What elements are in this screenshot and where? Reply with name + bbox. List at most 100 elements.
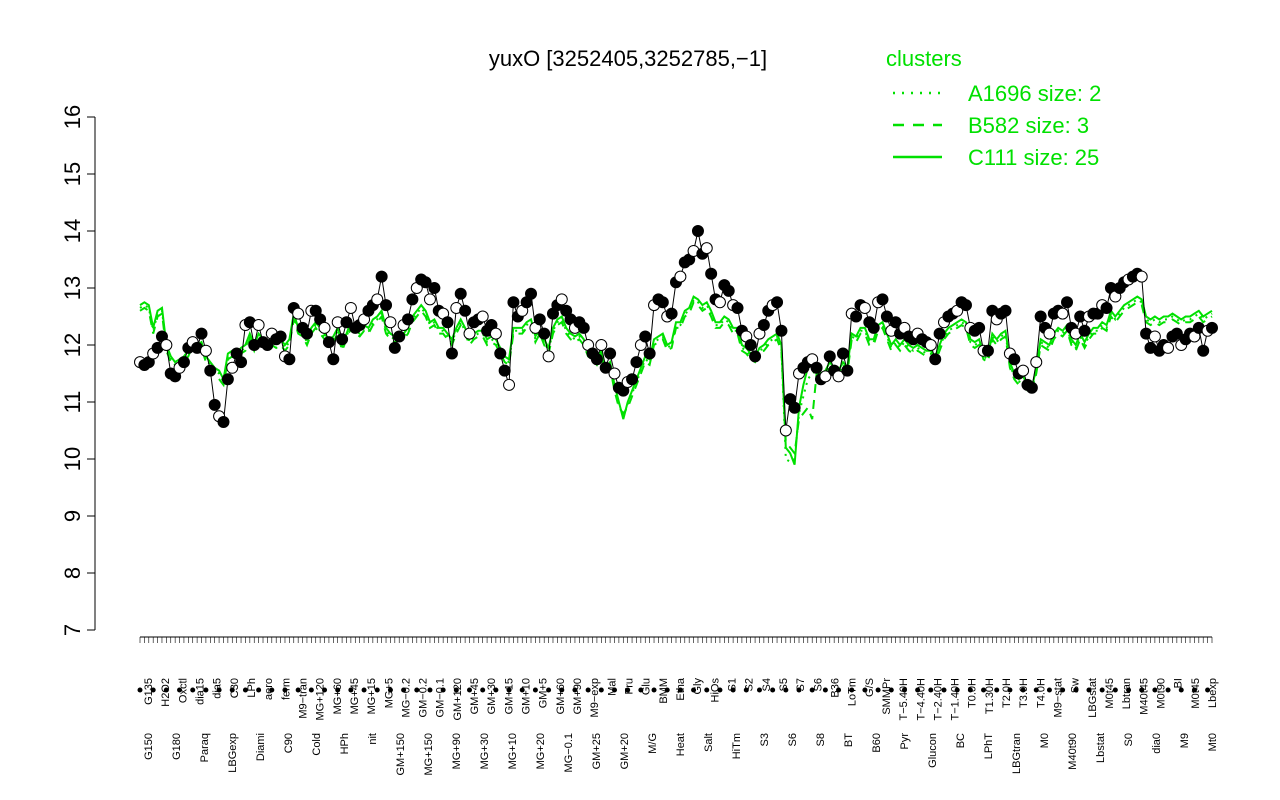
x-marker-dot (137, 687, 143, 693)
x-tick-label: MG+90 (451, 733, 463, 769)
x-tick-label: HiOs (709, 678, 721, 703)
x-tick-label: T0.0H (967, 678, 979, 708)
x-tick-label: GM+90 (572, 678, 584, 714)
data-point (555, 293, 568, 306)
x-marker-dot (611, 687, 617, 693)
x-marker-dot (941, 687, 947, 693)
x-tick-label: B60 (871, 733, 883, 753)
data-point (858, 301, 871, 314)
x-marker-dot (915, 687, 921, 693)
x-tick-label: MG+20 (535, 733, 547, 769)
data-point (235, 356, 248, 369)
x-marker-dot (875, 687, 881, 693)
data-point (1056, 307, 1069, 320)
x-marker-dot (1139, 687, 1145, 693)
x-tick-label: G150 (143, 733, 155, 760)
x-tick-label: MG+30 (479, 733, 491, 769)
data-point (340, 316, 353, 329)
x-tick-label: GM+45 (469, 678, 481, 714)
y-tick-label: 8 (60, 567, 85, 579)
data-point (375, 270, 388, 283)
y-tick-label: 12 (60, 333, 85, 357)
data-point (626, 373, 639, 386)
data-point (1061, 296, 1074, 309)
x-tick-label: Oxctl (177, 678, 189, 703)
data-point (1025, 381, 1038, 394)
data-point (160, 339, 173, 351)
x-tick-label: BI (1173, 678, 1185, 688)
data-point (705, 267, 718, 280)
x-marker-dot (335, 687, 341, 693)
data-point (757, 319, 770, 332)
x-tick-label: T1.30H (984, 678, 996, 714)
data-point (1017, 364, 1030, 377)
x-marker-dot (322, 687, 328, 693)
x-tick-label: C90 (283, 733, 295, 753)
x-tick-label: M9−exp (589, 678, 601, 717)
x-tick-label: MG+15 (366, 678, 378, 714)
x-marker-dot (809, 687, 815, 693)
x-tick-label: MG+5 (383, 678, 395, 708)
y-tick-label: 16 (60, 105, 85, 129)
x-tick-label: Glucon (927, 733, 939, 768)
x-marker-dot (928, 687, 934, 693)
data-point (525, 287, 538, 300)
x-tick-label: HiTm (731, 733, 743, 759)
x-marker-dot (1020, 687, 1026, 693)
x-tick-label: T−4.40H (915, 678, 927, 721)
x-marker-dot (901, 687, 907, 693)
x-tick-label: M/G (647, 733, 659, 754)
x-tick-label: S0 (1123, 733, 1135, 746)
x-marker-dot (677, 687, 683, 693)
x-tick-label: M0t45 (1104, 678, 1116, 709)
x-tick-label: M40t45 (1138, 678, 1150, 715)
data-point (749, 350, 762, 363)
data-point (1170, 327, 1183, 340)
data-point (1206, 321, 1218, 334)
data-point (691, 225, 704, 237)
x-tick-label: GM+25 (591, 733, 603, 769)
x-marker-dot (1060, 687, 1066, 693)
data-point (744, 339, 757, 351)
x-tick-label: GM+5 (538, 678, 550, 708)
data-point (850, 310, 863, 323)
x-marker-dot (625, 687, 631, 693)
x-marker-dot (967, 687, 973, 693)
x-marker-dot (177, 687, 183, 693)
x-marker-dot (783, 687, 789, 693)
data-point (933, 327, 946, 340)
x-marker-dot (1033, 687, 1039, 693)
x-tick-label: B36 (829, 678, 841, 698)
data-point (226, 361, 239, 374)
data-point (595, 339, 608, 351)
x-tick-label: GM+120 (452, 678, 464, 721)
x-marker-dot (651, 687, 657, 693)
data-point (371, 293, 384, 306)
x-marker-dot (374, 687, 380, 693)
x-tick-label: Salt (703, 733, 715, 752)
x-marker-dot (849, 687, 855, 693)
y-axis: 7 8 9 10 11 12 13 14 15 16 (60, 105, 96, 636)
data-point (318, 321, 331, 334)
x-marker-dot (453, 687, 459, 693)
data-point (503, 378, 516, 391)
x-marker-dot (836, 687, 842, 693)
data-point (336, 333, 349, 346)
x-marker-dot (480, 687, 486, 693)
data-point (204, 364, 217, 377)
data-point (788, 401, 801, 414)
data-point (713, 296, 726, 309)
x-tick-label: S6 (787, 733, 799, 746)
data-point (810, 361, 823, 374)
data-point (388, 341, 401, 354)
data-point (494, 347, 507, 360)
x-marker-dot (743, 687, 749, 693)
x-tick-label: GM+30 (486, 678, 498, 714)
x-marker-dot (150, 687, 156, 693)
data-point (393, 330, 406, 343)
data-point (1030, 356, 1043, 369)
x-tick-label: T−5.40H (898, 678, 910, 721)
x-tick-label: MG+60 (332, 678, 344, 714)
x-tick-label: Paraq (199, 733, 211, 762)
